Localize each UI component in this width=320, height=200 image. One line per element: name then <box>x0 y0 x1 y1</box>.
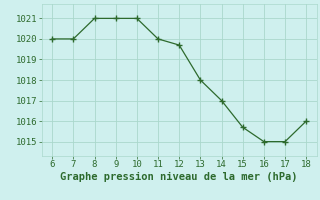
X-axis label: Graphe pression niveau de la mer (hPa): Graphe pression niveau de la mer (hPa) <box>60 172 298 182</box>
